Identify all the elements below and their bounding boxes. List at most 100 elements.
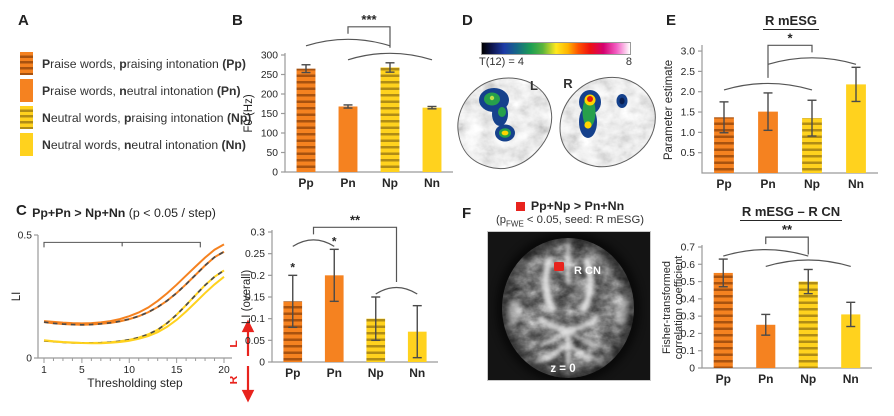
svg-text:250: 250 (261, 70, 278, 81)
colorbar-min-label: T(12) = 4 (479, 56, 524, 68)
seed-region-label: R mESG (762, 13, 819, 30)
legend-swatch-icon (20, 79, 33, 102)
legend-label: Praise words, praising intonation (Pp) (42, 56, 246, 71)
svg-text:Np: Np (800, 372, 816, 386)
svg-text:Np: Np (382, 176, 398, 190)
r-cn-label: R CN (574, 265, 601, 277)
svg-text:correlation coefficient: correlation coefficient (673, 256, 685, 360)
svg-text:*: * (290, 260, 295, 274)
svg-text:Np: Np (804, 177, 820, 191)
bar-Np (802, 118, 822, 173)
svg-text:0.7: 0.7 (681, 243, 696, 254)
right-hemi-label: R (563, 76, 573, 91)
svg-text:Thresholding step: Thresholding step (87, 376, 183, 390)
legend-label: Neutral words, neutral intonation (Nn) (42, 137, 246, 152)
svg-text:150: 150 (261, 109, 278, 120)
svg-text:0.5: 0.5 (681, 277, 696, 288)
li-curve-Pn (43, 243, 225, 325)
t-statistic-colorbar (481, 42, 631, 55)
left-hemisphere-render (457, 77, 553, 170)
li-curve-Nn (43, 276, 225, 345)
svg-text:1.0: 1.0 (681, 128, 696, 139)
connectivity-threshold-note: (pFWE < 0.05, seed: R mESG) (495, 214, 645, 229)
slice-coordinate-label: z = 0 (550, 363, 575, 375)
svg-text:0.25: 0.25 (245, 249, 265, 260)
f0-bar-chart: 0 50 100 150 200 250 300 F0 (Hz) Pp Pn Np Nn *** (240, 12, 465, 204)
svg-text:*: * (787, 30, 793, 45)
svg-text:0.5: 0.5 (681, 148, 696, 159)
svg-text:Pn: Pn (340, 176, 355, 190)
svg-text:3.0: 3.0 (681, 47, 696, 58)
brain-activation-maps: L R (457, 76, 656, 170)
svg-text:Pp: Pp (298, 176, 313, 190)
svg-text:0: 0 (26, 354, 32, 365)
svg-text:Pn: Pn (760, 177, 775, 191)
svg-text:*: * (332, 234, 337, 248)
svg-text:Pn: Pn (327, 366, 342, 380)
legend-item: Neutral words, praising intonation (Np) (20, 106, 251, 129)
svg-text:Nn: Nn (848, 177, 864, 191)
bar-Np (798, 281, 818, 368)
bar-Nn (841, 314, 861, 368)
bar-Pp (296, 68, 316, 172)
legend-label: Praise words, neutral intonation (Pn) (42, 83, 241, 98)
panel-f-label: F (462, 205, 472, 222)
svg-text:1.5: 1.5 (681, 108, 696, 119)
svg-text:0.15: 0.15 (245, 293, 265, 304)
li-curves-title: Pp+Pn > Np+Nn (p < 0.05 / step) (10, 206, 238, 220)
parameter-estimate-chart: 0.5 1.0 1.5 2.0 2.5 3.0 Parameter estimate Pp Pn… (660, 8, 886, 204)
svg-text:0.6: 0.6 (681, 260, 696, 271)
axial-slice-image: R CN z = 0 (487, 231, 651, 384)
bar-Pn (756, 324, 776, 368)
svg-text:200: 200 (261, 90, 278, 101)
svg-text:Pp: Pp (716, 177, 731, 191)
svg-text:LI (overall): LI (overall) (241, 270, 253, 324)
panel-a-label: A (18, 12, 29, 29)
svg-text:50: 50 (267, 148, 279, 159)
panel-e-label: E (666, 12, 677, 29)
colorbar-max-label: 8 (625, 56, 632, 68)
svg-text:0.3: 0.3 (681, 312, 696, 323)
svg-text:Parameter estimate: Parameter estimate (663, 60, 675, 160)
svg-text:2.5: 2.5 (681, 67, 696, 78)
svg-text:**: ** (350, 212, 361, 227)
svg-text:20: 20 (218, 365, 230, 376)
legend-label: Neutral words, praising intonation (Np) (42, 110, 252, 125)
right-hemisphere-arrow-label: R (230, 375, 240, 384)
bar-Nn (846, 84, 866, 173)
svg-text:0.2: 0.2 (681, 329, 696, 340)
legend-item: Neutral words, neutral intonation (Nn) (20, 133, 246, 156)
bar-Pp (283, 301, 303, 362)
svg-text:Nn: Nn (424, 176, 440, 190)
bar-Pn (324, 275, 344, 362)
svg-text:LI: LI (11, 292, 23, 302)
left-hemi-label: L (530, 78, 538, 93)
svg-text:0: 0 (272, 168, 278, 179)
condition-legend: Praise words, praising intonation (Pp) Pr… (20, 52, 251, 160)
li-curve-Np (43, 269, 225, 344)
li-curves-title-threshold: (p < 0.05 / step) (125, 206, 216, 220)
laterality-arrows: L R (230, 319, 255, 403)
svg-text:0.2: 0.2 (251, 271, 266, 282)
bar-Pn (338, 106, 358, 172)
svg-text:0: 0 (259, 358, 265, 369)
legend-item: Praise words, neutral intonation (Pn) (20, 79, 242, 102)
contrast-label: Pp+Np > Pn+Nn (530, 199, 625, 213)
svg-text:Np: Np (368, 366, 384, 380)
fisher-correlation-chart: 0 0.1 0.2 0.3 0.4 0.5 0.6 0.7 Fisher-transformed… (660, 200, 884, 405)
svg-text:Nn: Nn (843, 372, 859, 386)
legend-item: Praise words, praising intonation (Pp) (20, 52, 246, 75)
svg-text:300: 300 (261, 51, 278, 62)
svg-text:**: ** (782, 222, 793, 237)
svg-text:***: *** (361, 12, 377, 27)
r-cn-activation-blob (554, 262, 564, 271)
svg-text:100: 100 (261, 129, 278, 140)
panel-d-label: D (462, 12, 473, 29)
connectivity-contrast-header: Pp+Np > Pn+Nn (485, 199, 655, 213)
legend-swatch-icon (20, 52, 33, 75)
legend-swatch-icon (20, 106, 33, 129)
connectivity-pair-label: R mESG – R CN (739, 204, 843, 221)
svg-text:Nn: Nn (409, 366, 425, 380)
svg-text:Pn: Pn (758, 372, 773, 386)
